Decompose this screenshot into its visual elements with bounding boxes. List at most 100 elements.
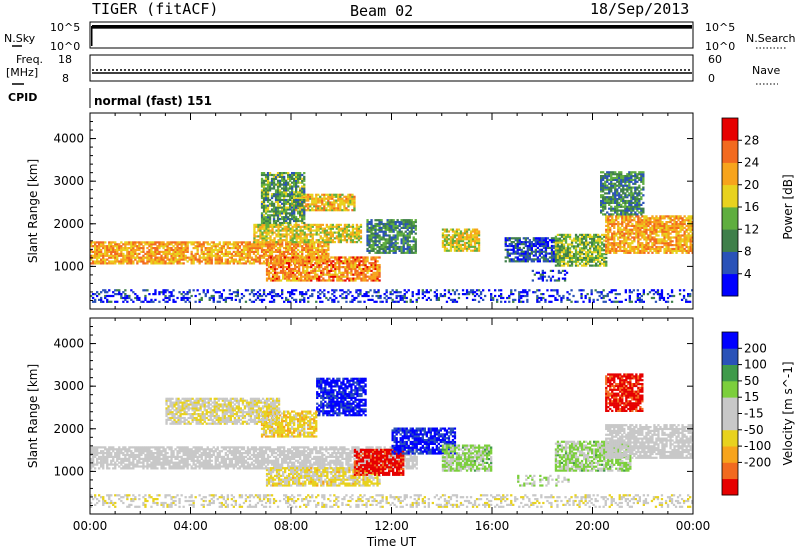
power-cell bbox=[192, 258, 195, 261]
power-cell bbox=[314, 258, 317, 261]
power-cell bbox=[346, 262, 349, 265]
power-cell bbox=[602, 196, 605, 199]
power-cell bbox=[384, 240, 387, 243]
power-cell bbox=[457, 234, 461, 237]
power-cell bbox=[629, 247, 632, 251]
power-cell bbox=[610, 205, 613, 208]
power-cell bbox=[612, 198, 615, 201]
power-cell bbox=[402, 238, 405, 241]
power-cell bbox=[130, 243, 133, 246]
power-cell bbox=[230, 254, 233, 257]
power-cell bbox=[309, 209, 312, 212]
power-cell bbox=[327, 254, 330, 257]
power-cell bbox=[313, 229, 316, 232]
power-cell bbox=[572, 239, 576, 242]
power-cell bbox=[325, 254, 328, 257]
power-cell bbox=[313, 247, 316, 250]
power-cell bbox=[514, 256, 517, 259]
power-cell bbox=[542, 244, 546, 248]
power-cell bbox=[295, 221, 298, 225]
power-cell bbox=[657, 222, 660, 226]
power-cell bbox=[605, 260, 608, 263]
power-cell bbox=[568, 260, 572, 263]
power-cell bbox=[291, 206, 294, 209]
power-cell bbox=[578, 237, 582, 240]
power-cell bbox=[359, 225, 363, 228]
power-cell bbox=[288, 264, 291, 267]
power-cell bbox=[126, 260, 129, 263]
power-cell bbox=[339, 195, 342, 198]
power-cell bbox=[451, 234, 455, 237]
power-cell bbox=[266, 243, 270, 246]
power-cell bbox=[242, 245, 246, 248]
power-cell bbox=[154, 248, 157, 252]
power-cell bbox=[543, 275, 547, 278]
power-cell bbox=[146, 250, 149, 253]
power-cell bbox=[102, 252, 105, 255]
power-cell bbox=[285, 214, 288, 217]
power-cell bbox=[520, 250, 523, 253]
power-cell bbox=[318, 264, 321, 267]
power-cell bbox=[398, 234, 401, 237]
power-cell bbox=[220, 245, 223, 248]
power-cell bbox=[264, 243, 268, 246]
power-cell bbox=[246, 250, 250, 253]
power-cell bbox=[307, 225, 310, 228]
power-cell bbox=[114, 252, 117, 255]
power-cell bbox=[404, 240, 407, 243]
power-cell bbox=[279, 258, 283, 261]
power-cell bbox=[453, 241, 457, 245]
power-cell bbox=[338, 262, 341, 265]
power-cell bbox=[562, 260, 566, 263]
power-cell bbox=[264, 216, 268, 219]
power-cell bbox=[356, 258, 359, 261]
power-cell bbox=[331, 201, 334, 204]
power-cell bbox=[406, 236, 409, 239]
power-cell bbox=[354, 267, 357, 271]
power-cell bbox=[620, 182, 623, 185]
power-cell bbox=[299, 231, 302, 234]
power-cell bbox=[162, 247, 165, 250]
power-cell bbox=[283, 254, 286, 257]
power-cell bbox=[406, 232, 409, 235]
power-cell bbox=[351, 235, 355, 238]
power-cell bbox=[557, 279, 561, 282]
power-cell bbox=[576, 258, 580, 261]
power-cell bbox=[603, 235, 606, 238]
power-cell bbox=[576, 264, 580, 267]
power-cell bbox=[308, 256, 311, 259]
power-cell bbox=[160, 262, 163, 265]
power-cell bbox=[326, 267, 329, 271]
power-cell bbox=[343, 199, 346, 202]
power-cell bbox=[410, 249, 413, 252]
power-cell bbox=[291, 214, 294, 217]
power-cell bbox=[112, 245, 115, 248]
power-cell bbox=[630, 203, 633, 206]
power-cell bbox=[337, 205, 340, 208]
power-cell bbox=[272, 247, 276, 250]
power-cell bbox=[599, 264, 602, 267]
power-cell bbox=[306, 266, 309, 269]
power-cell bbox=[614, 190, 617, 193]
power-cell bbox=[301, 250, 304, 253]
power-cell bbox=[202, 252, 205, 255]
power-cell bbox=[630, 213, 633, 216]
power-cell bbox=[238, 258, 241, 261]
power-cell bbox=[292, 256, 295, 259]
power-cell bbox=[376, 232, 379, 235]
power-cell bbox=[303, 231, 306, 234]
power-cell bbox=[683, 247, 686, 251]
power-cell bbox=[593, 233, 596, 236]
power-cell bbox=[359, 235, 363, 238]
power-cell bbox=[630, 207, 633, 210]
power-cell bbox=[628, 175, 631, 178]
power-cell bbox=[414, 240, 417, 243]
power-cell bbox=[182, 250, 185, 253]
power-cell bbox=[623, 215, 626, 218]
power-cell bbox=[554, 252, 558, 255]
power-cell bbox=[303, 185, 306, 188]
power-cell bbox=[386, 234, 389, 237]
power-cell bbox=[301, 195, 304, 198]
power-cell bbox=[210, 260, 213, 263]
power-cell bbox=[285, 218, 288, 221]
